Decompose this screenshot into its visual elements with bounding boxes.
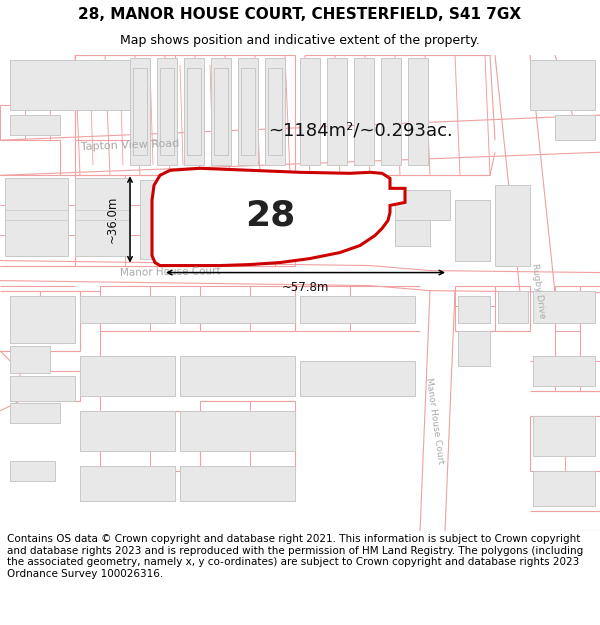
Polygon shape [130, 58, 150, 165]
Polygon shape [300, 361, 415, 396]
Polygon shape [10, 346, 50, 373]
Polygon shape [220, 226, 285, 251]
Polygon shape [75, 178, 130, 256]
Polygon shape [395, 221, 430, 246]
Polygon shape [260, 181, 278, 259]
Text: 28, MANOR HOUSE COURT, CHESTERFIELD, S41 7GX: 28, MANOR HOUSE COURT, CHESTERFIELD, S41… [79, 8, 521, 22]
Polygon shape [80, 411, 175, 451]
Polygon shape [300, 296, 415, 322]
Polygon shape [300, 58, 320, 165]
Polygon shape [533, 416, 595, 456]
Polygon shape [10, 376, 75, 401]
Polygon shape [236, 181, 254, 259]
Polygon shape [354, 58, 374, 165]
Text: Contains OS data © Crown copyright and database right 2021. This information is : Contains OS data © Crown copyright and d… [7, 534, 583, 579]
Text: Manor House Court: Manor House Court [119, 267, 220, 279]
Text: ~36.0m: ~36.0m [106, 196, 119, 243]
Polygon shape [555, 115, 595, 140]
Polygon shape [495, 186, 530, 266]
Polygon shape [533, 291, 595, 322]
Polygon shape [10, 115, 60, 135]
Polygon shape [188, 181, 206, 259]
Polygon shape [164, 181, 182, 259]
Polygon shape [80, 296, 175, 322]
Polygon shape [408, 58, 428, 165]
Polygon shape [327, 58, 347, 165]
Polygon shape [80, 466, 175, 501]
Polygon shape [10, 296, 75, 343]
Text: ~1184m²/~0.293ac.: ~1184m²/~0.293ac. [268, 121, 452, 139]
Polygon shape [187, 68, 201, 155]
Polygon shape [133, 68, 147, 155]
Polygon shape [241, 68, 255, 155]
Polygon shape [458, 296, 490, 322]
Polygon shape [381, 58, 401, 165]
Text: Rugby Drive: Rugby Drive [530, 262, 547, 319]
Polygon shape [157, 58, 177, 165]
Polygon shape [140, 181, 158, 259]
Text: Tapton View Road: Tapton View Road [80, 139, 179, 152]
Text: Manor House Court: Manor House Court [424, 378, 446, 465]
Polygon shape [265, 58, 285, 165]
Polygon shape [268, 68, 282, 155]
Polygon shape [530, 60, 595, 110]
Text: 28: 28 [245, 198, 295, 232]
Polygon shape [455, 201, 490, 261]
Polygon shape [10, 60, 130, 110]
Polygon shape [498, 291, 528, 322]
Text: ~57.8m: ~57.8m [282, 281, 329, 294]
Polygon shape [395, 191, 450, 221]
Text: Map shows position and indicative extent of the property.: Map shows position and indicative extent… [120, 34, 480, 47]
Polygon shape [10, 461, 55, 481]
Polygon shape [214, 68, 228, 155]
Polygon shape [160, 68, 174, 155]
Polygon shape [5, 178, 68, 256]
Polygon shape [180, 466, 295, 501]
Polygon shape [80, 356, 175, 396]
Polygon shape [180, 356, 295, 396]
Polygon shape [180, 296, 295, 322]
Polygon shape [10, 403, 60, 423]
Polygon shape [533, 356, 595, 386]
Polygon shape [212, 181, 230, 259]
Polygon shape [180, 411, 295, 451]
Polygon shape [152, 168, 405, 266]
Polygon shape [184, 58, 204, 165]
Polygon shape [211, 58, 231, 165]
Polygon shape [458, 331, 490, 366]
Polygon shape [533, 471, 595, 506]
Polygon shape [238, 58, 258, 165]
